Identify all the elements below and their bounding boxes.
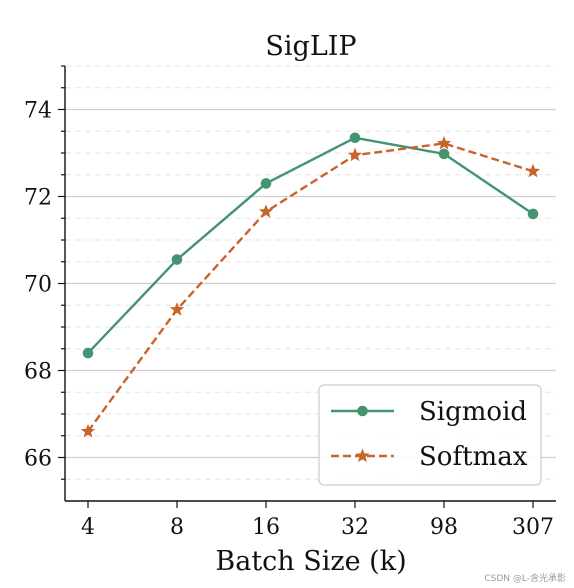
axes: 66 68 70 72 74 4 8 16 32 98 307 — [24, 65, 556, 540]
data-point — [260, 178, 272, 189]
x-tick-label: 307 — [512, 515, 554, 540]
data-point — [171, 254, 183, 265]
data-point — [80, 423, 96, 438]
x-tick-label: 98 — [430, 515, 458, 540]
legend-marker — [355, 448, 370, 463]
legend-marker — [357, 405, 368, 417]
legend-label: Softmax — [419, 442, 528, 472]
data-point — [169, 302, 185, 316]
data-point — [258, 204, 274, 218]
legend-label: Sigmoid — [419, 397, 527, 427]
data-point — [438, 148, 450, 160]
series-softmax — [80, 135, 541, 438]
y-tick-label: 70 — [24, 273, 52, 298]
x-tick-label: 4 — [81, 515, 95, 540]
data-point — [525, 163, 541, 178]
series-line — [87, 142, 534, 433]
x-axis-label: Batch Size (k) — [215, 546, 406, 577]
x-tick-label: 8 — [170, 515, 184, 540]
series-lines — [80, 132, 541, 438]
legend: Sigmoid Softmax — [318, 384, 542, 486]
y-tick-label: 74 — [24, 99, 52, 124]
chart-title: SigLIP — [265, 31, 356, 62]
data-point — [347, 147, 363, 162]
series-line — [87, 136, 534, 354]
data-point — [82, 347, 94, 359]
series-sigmoid — [82, 132, 539, 359]
data-point — [527, 208, 539, 220]
grid-lines — [65, 65, 556, 480]
data-point — [349, 132, 361, 144]
y-tick-label: 66 — [24, 447, 52, 472]
x-tick-label: 16 — [252, 515, 280, 540]
y-tick-label: 72 — [24, 186, 52, 211]
y-tick-label: 68 — [24, 360, 52, 385]
data-point — [436, 135, 452, 150]
watermark-text: CSDN @L-含光承影 — [484, 574, 566, 584]
x-tick-label: 32 — [341, 515, 369, 540]
